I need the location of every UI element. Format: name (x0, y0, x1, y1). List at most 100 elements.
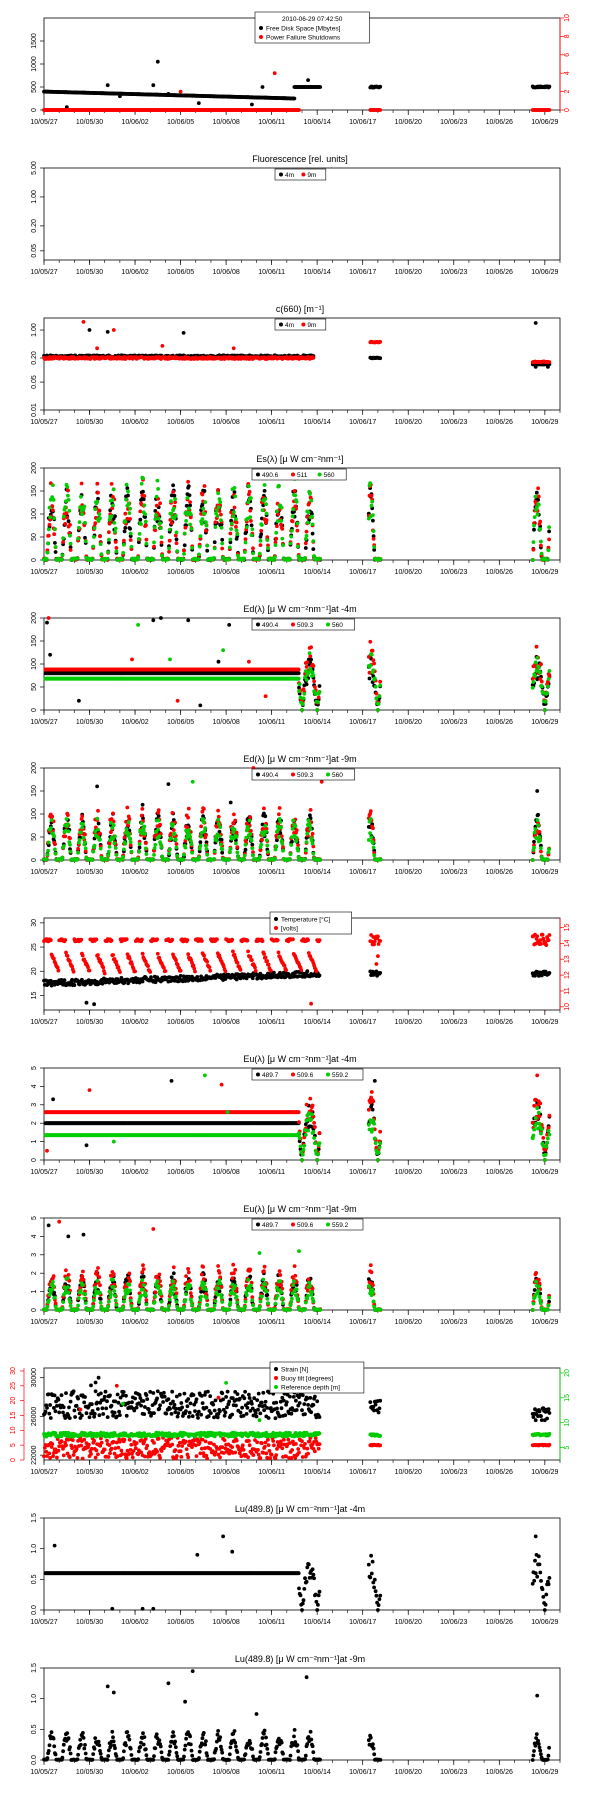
y-tick-label: 100 (31, 508, 38, 520)
series-2-point (232, 486, 237, 490)
series-2-point (310, 522, 315, 527)
series-1-point (313, 685, 317, 689)
x-tick-label: 10/05/30 (76, 569, 103, 576)
x-tick-label: 10/06/14 (304, 869, 331, 876)
legend-entry: 509.3 (297, 622, 314, 629)
series-1-point (249, 519, 253, 523)
series-2-point (530, 558, 535, 562)
series-0-point (128, 526, 133, 531)
y-tick-label: 1500 (31, 33, 38, 49)
series-2-point (318, 557, 322, 561)
x-tick-label: 10/06/02 (121, 569, 148, 576)
series-2-point (139, 522, 143, 527)
series-1-point (304, 529, 309, 534)
series-1-point (309, 645, 313, 650)
series-0-point (138, 517, 143, 522)
series-1-point (536, 486, 540, 491)
series-2-point (533, 674, 537, 678)
series-0-point (303, 546, 308, 550)
series-2-point (376, 702, 381, 706)
series-2-point (182, 552, 186, 556)
series-2-point (122, 542, 126, 547)
x-tick-label: 10/05/30 (76, 419, 103, 426)
series-2-point (541, 691, 546, 695)
series-2-point (61, 514, 66, 519)
series-0-point (181, 331, 186, 335)
series-2-point (227, 545, 232, 550)
series-2-point (205, 543, 210, 548)
series-1-point (202, 484, 207, 488)
series-2-point (109, 514, 114, 519)
series-2-point (167, 527, 172, 532)
series-0-point (219, 837, 224, 842)
series-1-point (539, 543, 543, 548)
series-2-point (263, 497, 268, 501)
legend-header: 2010-06-29 07:42:50 (282, 16, 343, 23)
series-0-point (188, 503, 193, 508)
series-1-point (368, 639, 373, 644)
series-2-point (123, 520, 128, 524)
series-2-point (538, 670, 543, 675)
series-1-point (107, 521, 112, 526)
y-tick-label: 0.05 (31, 375, 38, 389)
series-2-point (153, 517, 158, 521)
series-2-point (236, 553, 240, 558)
series-0-point (220, 850, 225, 855)
series-2-point (227, 557, 232, 561)
legend-entry: 9m (307, 172, 316, 179)
y-tick-label: 100 (31, 808, 38, 820)
series-2-point (45, 550, 50, 555)
series-0-point (66, 519, 71, 524)
x-tick-label: 10/06/20 (395, 119, 422, 126)
series-1-point (219, 512, 223, 517)
series-2-point (296, 676, 301, 681)
series-2-point (373, 684, 378, 689)
legend: 490.4 509.3 560 (251, 618, 355, 631)
series-2-point (113, 530, 117, 534)
series-1-point (292, 489, 297, 493)
legend: 490.6 511 560 (251, 468, 347, 481)
series-2-point (114, 549, 119, 554)
series-2-point (92, 526, 97, 531)
series-2-point (124, 497, 128, 502)
panel-fluor: Fluorescence [rel. units]0.050.201.005.0… (30, 154, 561, 276)
series-1-point (371, 537, 376, 541)
series-2-point (203, 500, 208, 504)
series-1-point (265, 535, 270, 540)
series-2-point (48, 515, 52, 519)
series-1-point (188, 515, 193, 520)
series-0-point (536, 498, 540, 502)
x-tick-label: 10/06/26 (486, 719, 513, 726)
series-2-point (235, 532, 240, 537)
series-1-point (216, 488, 221, 492)
x-tick-label: 10/06/08 (212, 119, 239, 126)
series-2-point (281, 543, 285, 548)
series-2-point (151, 557, 156, 562)
series-2-point (293, 493, 298, 498)
series-0-point (105, 83, 110, 88)
series-2-point (200, 517, 205, 521)
panel-title: Es(λ) [μ W cm⁻²nm⁻¹] (256, 454, 343, 464)
series-2-point (306, 510, 311, 515)
series-2-point (212, 546, 217, 551)
series-1-point (531, 547, 536, 552)
series-1-point (109, 482, 114, 486)
series-2-point (154, 513, 158, 518)
series-2-point (99, 552, 104, 556)
series-2-point (156, 516, 161, 521)
series-2-point (186, 506, 191, 511)
series-1-point (95, 346, 99, 351)
y-tick-label: 0.01 (31, 403, 38, 417)
series-0-point (96, 821, 101, 826)
series-2-point (264, 502, 268, 507)
series-1-point (113, 540, 118, 544)
series-2-point (378, 683, 383, 688)
series-1-point (111, 328, 116, 332)
series-1-point (200, 492, 205, 497)
y-tick-label: 0 (31, 858, 38, 862)
series-2-point (98, 542, 103, 546)
series-2-point (308, 492, 312, 496)
series-2-point (297, 689, 301, 693)
series-2-point (274, 530, 279, 535)
series-2-point (198, 534, 203, 539)
